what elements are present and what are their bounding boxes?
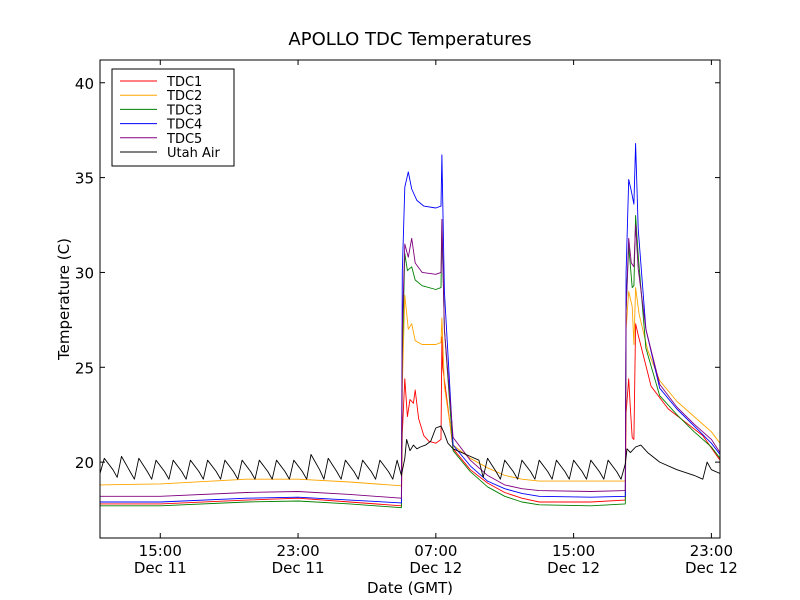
x-tick-label-time: 23:00 [690,542,733,560]
series-line-utah-air [100,425,720,480]
series-group [100,143,720,509]
legend-label: TDC2 [166,89,202,104]
legend-label: TDC1 [166,75,202,90]
series-line-tdc5 [100,218,720,499]
y-tick-label: 30 [75,264,94,282]
chart-title: APOLLO TDC Temperatures [288,29,531,50]
y-axis: 20 25 30 35 40 [75,75,720,472]
x-tick-label-date: Dec 11 [272,559,325,577]
x-tick-label-time: 23:00 [276,542,319,560]
legend-label: TDC4 [166,118,202,133]
legend-label: Utah Air [167,146,220,161]
x-tick-label-date: Dec 12 [685,559,738,577]
y-axis-label: Temperature (C) [55,238,73,361]
plot-frame [99,59,721,539]
legend-label: TDC5 [166,132,202,147]
x-tick-label-time: 15:00 [552,542,595,560]
series-line-tdc4 [100,143,720,504]
y-tick-label: 35 [75,170,94,188]
x-tick-label-date: Dec 12 [547,559,600,577]
x-tick-label-date: Dec 12 [409,559,462,577]
x-tick-label-time: 07:00 [414,542,457,560]
x-tick-label-time: 15:00 [139,542,182,560]
legend-box [111,68,235,167]
y-tick-label: 25 [75,359,94,377]
y-tick-label: 20 [75,454,94,472]
x-axis-label: Date (GMT) [367,579,453,597]
x-tick-label-date: Dec 11 [134,559,187,577]
y-tick-label: 40 [75,75,94,93]
legend-label: TDC3 [166,103,202,118]
